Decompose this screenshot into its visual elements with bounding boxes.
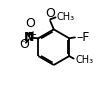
Text: –F: –F [77,31,90,44]
Text: O: O [25,17,35,30]
Text: +: + [28,30,36,40]
Text: CH₃: CH₃ [76,55,94,65]
Text: O: O [20,38,30,51]
Text: N: N [24,31,35,44]
Text: CH₃: CH₃ [56,12,75,22]
Text: O: O [45,7,55,20]
Text: ⁻: ⁻ [19,39,25,49]
